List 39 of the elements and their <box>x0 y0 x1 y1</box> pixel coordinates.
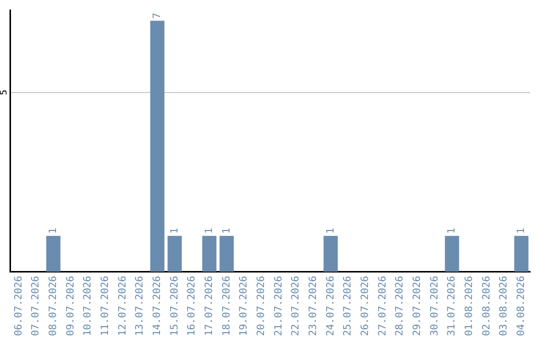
x-tick-label: 11.07.2026 <box>100 276 111 336</box>
data-label: 1 <box>204 228 215 234</box>
x-tick-label: 13.07.2026 <box>134 276 146 336</box>
data-label: 7 <box>152 12 163 19</box>
x-tick-label: 14.07.2026 <box>152 276 163 336</box>
x-tick-label: 06.07.2026 <box>13 276 24 336</box>
x-tick-label: 27.07.2026 <box>377 276 388 336</box>
data-label: 1 <box>221 228 232 234</box>
x-tick-label: 03.08.2026 <box>498 276 510 336</box>
x-tick-label: 31.07.2026 <box>446 276 458 336</box>
x-tick-label: 07.07.2026 <box>30 276 42 336</box>
x-tick-label: 20.07.2026 <box>256 276 267 336</box>
x-tick-label: 25.07.2026 <box>342 276 354 336</box>
x-tick-label: 08.07.2026 <box>48 276 59 336</box>
x-tick-label: 19.07.2026 <box>238 276 250 336</box>
x-tick-label: 10.07.2026 <box>82 276 94 336</box>
x-tick-label: 23.07.2026 <box>308 276 319 336</box>
data-label: 1 <box>446 228 458 234</box>
y-tick-label: 5 <box>0 90 10 96</box>
x-tick-label: 24.07.2026 <box>325 276 336 336</box>
data-label: 1 <box>48 228 59 234</box>
x-tick-label: 15.07.2026 <box>169 276 180 336</box>
x-tick-label: 12.07.2026 <box>117 276 128 336</box>
x-tick-label: 16.07.2026 <box>186 276 198 336</box>
x-tick-label: 26.07.2026 <box>360 276 371 336</box>
x-tick-label: 09.07.2026 <box>65 276 76 336</box>
x-tick-label: 01.08.2026 <box>464 276 475 336</box>
data-label: 1 <box>169 228 180 234</box>
x-tick-label: 04.08.2026 <box>516 276 527 336</box>
data-label: 1 <box>325 228 336 234</box>
x-tick-label: 18.07.2026 <box>221 276 232 336</box>
x-tick-label: 02.08.2026 <box>481 276 492 336</box>
data-label: 1 <box>516 228 527 234</box>
x-tick-label: 21.07.2026 <box>273 276 284 336</box>
x-tick-label: 28.07.2026 <box>394 276 406 336</box>
x-tick-label: 29.07.2026 <box>412 276 423 336</box>
x-tick-label: 17.07.2026 <box>204 276 215 336</box>
x-tick-label: 22.07.2026 <box>290 276 302 336</box>
x-tick-label: 30.07.2026 <box>429 276 440 336</box>
